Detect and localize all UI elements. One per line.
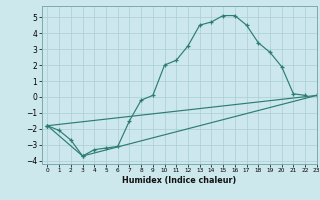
X-axis label: Humidex (Indice chaleur): Humidex (Indice chaleur) — [122, 176, 236, 185]
